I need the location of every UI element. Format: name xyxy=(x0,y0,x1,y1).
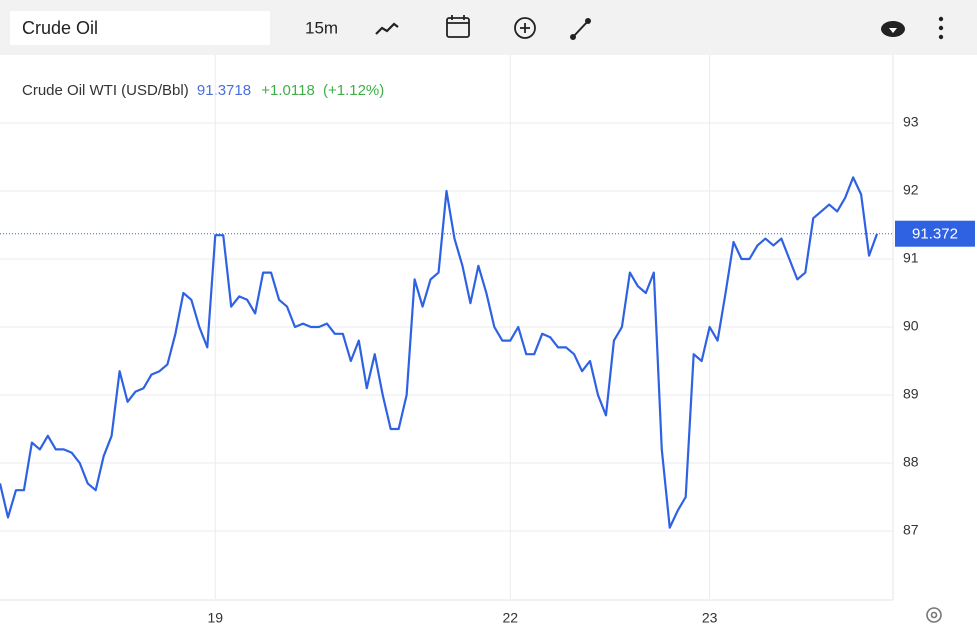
legend-change: +1.0118 xyxy=(261,82,315,99)
search-box[interactable] xyxy=(10,11,270,45)
y-tick-label: 91 xyxy=(903,250,919,266)
y-tick-label: 87 xyxy=(903,522,919,538)
x-tick-label: 22 xyxy=(502,610,518,626)
last-price-label: 91.372 xyxy=(912,226,958,243)
y-tick-label: 92 xyxy=(903,182,919,198)
interval-button[interactable]: 15m xyxy=(305,18,338,37)
settings-icon[interactable] xyxy=(926,607,942,623)
legend-change-pct: (+1.12%) xyxy=(323,82,384,99)
chart-type-icon[interactable] xyxy=(375,22,399,35)
x-tick-label: 23 xyxy=(702,610,718,626)
y-tick-label: 93 xyxy=(903,114,919,130)
draw-icon[interactable] xyxy=(570,18,591,40)
plot: 87 88 89 90 91 92 93 19 22 23 91.372 xyxy=(0,55,975,626)
legend-price: 91.3718 xyxy=(197,82,251,99)
y-tick-label: 89 xyxy=(903,386,919,402)
x-tick-label: 19 xyxy=(207,610,223,626)
menu-icon[interactable] xyxy=(938,16,944,40)
download-icon[interactable] xyxy=(881,21,905,37)
y-tick-label: 90 xyxy=(903,318,919,334)
y-tick-label: 88 xyxy=(903,454,919,470)
calendar-icon[interactable] xyxy=(446,15,470,38)
legend-name: Crude Oil WTI (USD/Bbl) xyxy=(22,82,189,99)
add-icon[interactable] xyxy=(514,17,536,39)
search-text: Crude Oil xyxy=(22,18,98,38)
price-line xyxy=(0,176,879,529)
last-price-box xyxy=(895,220,975,247)
legend: Crude Oil WTI (USD/Bbl) 91.3718 +1.0118 … xyxy=(22,82,384,99)
